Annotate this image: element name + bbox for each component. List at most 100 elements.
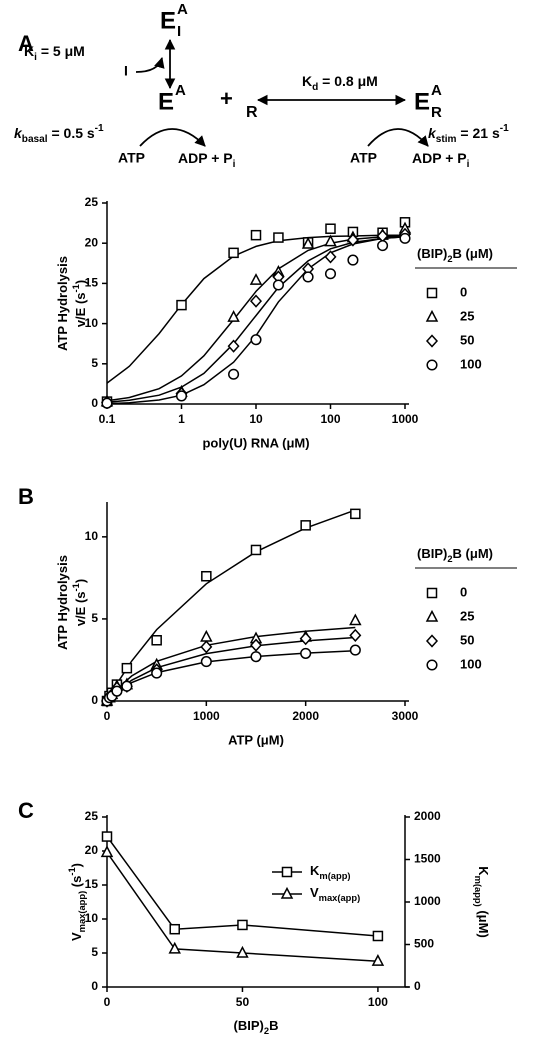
text-part: (s [69, 876, 84, 891]
marker [302, 271, 314, 283]
species-sup: A [431, 82, 442, 99]
text-part: k [428, 125, 437, 141]
text-part: ) [73, 280, 88, 284]
legend-marker [426, 359, 438, 371]
marker [324, 268, 337, 280]
y-tick-label: 20 [85, 235, 99, 249]
x-tick-label: 3000 [392, 709, 419, 723]
scheme-arrows [135, 38, 429, 147]
species: R [246, 104, 258, 121]
x-axis-label: poly(U) RNA (μM) [202, 435, 309, 450]
marker [350, 508, 361, 520]
marker [228, 368, 240, 380]
legend-marker [425, 609, 439, 622]
x-tick-label: 100 [368, 995, 388, 1009]
products: ADP + Pi [412, 150, 470, 170]
marker [272, 279, 284, 291]
y-tick-label: 5 [91, 945, 98, 959]
text-part: (μM) [476, 907, 491, 938]
y-axis-label: v/E (s-1) [71, 280, 88, 327]
y2-tick-label: 2000 [414, 809, 441, 823]
text-part: -1 [71, 284, 81, 292]
text-part: ATP Hydrolysis [55, 555, 70, 650]
text-part: -1 [67, 867, 77, 875]
marker [175, 390, 188, 402]
arrow [139, 128, 206, 147]
marker [250, 544, 262, 556]
marker [300, 520, 311, 531]
legend-marker [426, 287, 438, 299]
y-tick-label: 15 [85, 276, 99, 290]
species-base: E [158, 88, 174, 115]
text-part: i [467, 159, 470, 170]
text-part: ) [73, 579, 88, 583]
marker [347, 254, 359, 266]
marker [324, 234, 337, 247]
text-part: B (μM) [453, 246, 493, 261]
constant: Ki = 5 μM [24, 43, 85, 63]
marker [168, 941, 181, 954]
text-part: ADP + P [178, 150, 233, 166]
x-axis-label: (BIP)2B [234, 1018, 279, 1036]
marker [121, 662, 133, 674]
legend-label: 100 [460, 656, 482, 671]
text-part: v/E (s [73, 591, 88, 626]
legend-title: (BIP)2B (μM) [417, 546, 493, 564]
x-tick-label: 0.1 [99, 412, 116, 426]
marker [250, 334, 262, 346]
marker [200, 640, 213, 654]
y2-tick-label: 500 [414, 937, 434, 951]
text-part: i [34, 52, 37, 63]
operator: + [220, 86, 233, 111]
text-part: k [14, 125, 23, 141]
panel-label: A [18, 31, 34, 56]
text-part: max(app) [77, 891, 87, 933]
legend-marker [280, 886, 294, 899]
y-tick-label: 25 [85, 809, 99, 823]
marker [101, 831, 113, 842]
y-tick-label: 5 [91, 611, 98, 625]
x-tick-label: 1000 [392, 412, 419, 426]
legend-marker [426, 587, 438, 599]
marker [299, 632, 312, 646]
constant: Kd = 0.8 μM [302, 73, 378, 93]
marker [349, 613, 362, 626]
text-part: (BIP) [234, 1018, 264, 1033]
text-part: (BIP) [417, 246, 447, 261]
text-part: -1 [71, 583, 81, 591]
y2-tick-label: 1500 [414, 852, 441, 866]
legend-marker [281, 866, 293, 878]
y2-tick-label: 0 [414, 979, 421, 993]
species-sub: R [431, 104, 442, 121]
marker [236, 945, 249, 958]
text-part: V [69, 932, 84, 941]
text-part: d [312, 82, 318, 93]
y-axis-label: v/E (s-1) [71, 579, 88, 626]
products: ADP + Pi [178, 150, 236, 170]
x-tick-label: 0 [104, 709, 111, 723]
text-part: B (μM) [453, 546, 493, 561]
marker [349, 628, 362, 642]
marker [151, 635, 162, 646]
rate: kstim = 21 s-1 [428, 123, 509, 145]
marker [121, 680, 133, 692]
text-part: = 0.5 s [48, 125, 95, 141]
fit-curve [106, 235, 406, 402]
x-axis-label: ATP (μM) [228, 732, 284, 747]
legend-label: Km(app) [310, 863, 351, 881]
y2-tick-label: 1000 [414, 894, 441, 908]
text-part: -1 [95, 123, 104, 134]
y-tick-label: 0 [91, 693, 98, 707]
marker [176, 299, 187, 311]
y-tick-label: 10 [85, 529, 99, 543]
x-tick-label: 1000 [193, 709, 220, 723]
marker [200, 656, 212, 668]
y-tick-label: 10 [85, 911, 99, 925]
text-part: v/E (s [73, 292, 88, 327]
substrate: ATP [118, 150, 145, 166]
text-part: B [269, 1018, 278, 1033]
x-tick-label: 2000 [292, 709, 319, 723]
marker [250, 651, 262, 663]
y-tick-label: 25 [85, 195, 99, 209]
marker [399, 232, 411, 244]
